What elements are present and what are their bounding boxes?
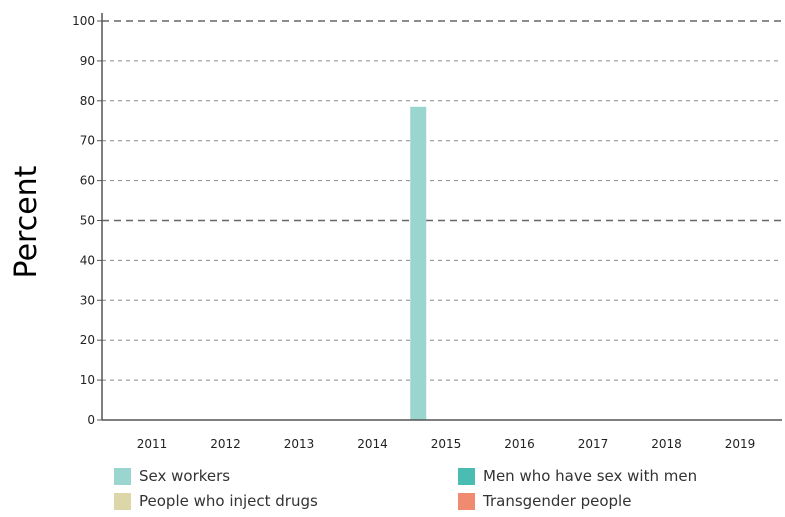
x-tick-label: 2014 [357,437,388,451]
legend-swatch-transgender [458,492,475,510]
bar-sex-workers-2015 [410,106,427,420]
y-tick-label: 0 [87,413,95,427]
bars [410,106,427,420]
legend-label-pwid: People who inject drugs [139,492,318,510]
y-tick-label: 70 [80,134,95,148]
legend-label-sex-workers: Sex workers [139,467,231,485]
legend-label-transgender: Transgender people [483,492,632,510]
x-tick-label: 2011 [137,437,168,451]
legend-swatch-sex-workers [114,467,131,485]
legend-item-msm: Men who have sex with men [458,466,697,486]
legend-label-msm: Men who have sex with men [483,467,698,485]
y-tick-label: 30 [80,293,95,307]
x-tick-label: 2012 [210,437,241,451]
y-tick-label: 50 [80,214,95,228]
y-tick-label: 20 [80,333,95,347]
x-tick-label: 2019 [725,437,756,451]
x-tick-label: 2017 [578,437,609,451]
legend-swatch-msm [458,467,475,485]
y-tick-label: 40 [80,253,95,267]
x-tick-label: 2018 [651,437,682,451]
legend-item-sex-workers: Sex workers [114,466,230,486]
y-tick-label: 60 [80,174,95,188]
x-tick-label: 2016 [504,437,535,451]
legend-item-transgender: Transgender people [458,491,631,511]
y-tick-label: 100 [72,14,95,28]
x-tick-labels: 2011 2012 2013 2014 2015 2016 2017 2018 2019 [137,437,756,451]
x-tick-label: 2015 [431,437,462,451]
legend-swatch-pwid [114,492,131,510]
y-tick-label: 80 [80,94,95,108]
y-tick-label: 90 [80,54,95,68]
legend: Sex workers Men who have sex with men Pe… [114,466,754,514]
legend-item-pwid: People who inject drugs [114,491,318,511]
x-tick-label: 2013 [284,437,315,451]
axes [97,13,782,421]
y-tick-label: 10 [80,373,95,387]
y-axis-label: Percent [9,165,44,278]
y-tick-labels: 0 10 20 30 40 50 60 70 80 90 100 [72,14,95,427]
gridlines [102,20,782,381]
